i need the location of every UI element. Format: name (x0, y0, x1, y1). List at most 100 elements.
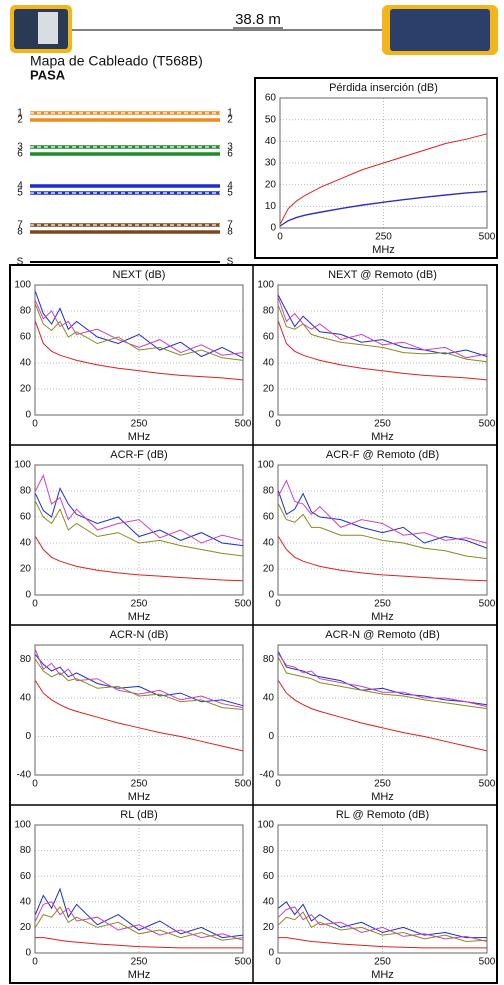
pin-label: S (227, 257, 234, 268)
plot-frame (277, 464, 488, 596)
x-axis-label: MHz (371, 431, 394, 443)
x-axis-label: MHz (371, 969, 394, 981)
y-tick-label: 40 (263, 896, 275, 907)
series-line (34, 300, 244, 356)
y-tick-label: 40 (263, 693, 275, 704)
x-tick-label: 500 (235, 599, 252, 610)
y-tick-label: 20 (20, 922, 32, 933)
series-line (277, 653, 488, 708)
y-tick-label: 40 (20, 693, 32, 704)
pin-label: 4 (17, 181, 23, 192)
pin-label: 8 (17, 227, 23, 238)
pin-label: 3 (17, 142, 23, 153)
y-tick-label: 100 (257, 820, 274, 831)
x-tick-label: 500 (479, 599, 496, 610)
y-tick-label: 80 (263, 654, 275, 665)
chart-title: ACR-F @ Remoto (dB) (326, 449, 439, 461)
y-tick-label: 100 (257, 460, 274, 471)
chart-title: ACR-F (dB) (110, 449, 167, 461)
cable-length: 38.8 m (235, 11, 281, 28)
series-line (278, 911, 488, 943)
x-tick-label: 0 (32, 419, 38, 430)
y-tick-label: 100 (14, 460, 31, 471)
y-tick-label: 60 (263, 332, 275, 343)
y-tick-label: 40 (20, 896, 32, 907)
y-tick-label: 0 (25, 948, 31, 959)
x-tick-label: 250 (374, 419, 391, 430)
plot-frame (34, 284, 244, 416)
series-line (34, 474, 244, 544)
x-tick-label: 250 (131, 779, 148, 790)
il-frame (254, 77, 498, 259)
pin-label: S (17, 257, 24, 268)
y-tick-label: 20 (265, 179, 277, 190)
chart-title: RL (dB) (120, 809, 158, 821)
y-tick-label: 100 (14, 820, 31, 831)
series-line (34, 659, 244, 710)
pin-label: 1 (17, 108, 23, 119)
x-tick-label: 500 (479, 419, 496, 430)
series-line (279, 133, 488, 224)
series-line (35, 654, 244, 707)
pin-label: 8 (227, 227, 233, 238)
chart-title: NEXT @ Remoto (dB) (328, 269, 437, 281)
device-right (382, 5, 498, 55)
x-tick-label: 500 (479, 779, 496, 790)
pin-label: 2 (227, 115, 233, 126)
x-tick-label: 250 (374, 779, 391, 790)
x-axis-label: MHz (128, 791, 151, 803)
x-tick-label: 0 (275, 419, 281, 430)
x-tick-label: 500 (479, 232, 496, 243)
wiremap-status: PASA (30, 67, 66, 82)
y-tick-label: 80 (263, 306, 275, 317)
x-tick-label: 250 (374, 599, 391, 610)
y-tick-label: 60 (263, 871, 275, 882)
pin-label: 7 (227, 220, 233, 231)
series-line (35, 937, 243, 949)
series-line (280, 191, 488, 227)
series-line (34, 887, 244, 939)
wiremap-title: Mapa de Cableado (T568B) (30, 53, 203, 69)
x-tick-label: 0 (275, 957, 281, 968)
x-tick-label: 250 (131, 957, 148, 968)
x-tick-label: 500 (235, 957, 252, 968)
y-tick-label: 100 (257, 280, 274, 291)
chart-title: NEXT (dB) (113, 269, 166, 281)
series-line (277, 657, 488, 710)
series-line (34, 680, 244, 752)
y-tick-label: 60 (263, 512, 275, 523)
series-line (34, 321, 244, 381)
chart-title: RL @ Remoto (dB) (336, 809, 429, 821)
y-tick-label: 20 (263, 922, 275, 933)
x-tick-label: 250 (375, 232, 392, 243)
y-tick-label: 40 (265, 136, 277, 147)
plot-frame (34, 464, 244, 596)
y-tick-label: 0 (268, 731, 274, 742)
y-tick-label: 100 (14, 280, 31, 291)
x-tick-label: 0 (32, 957, 38, 968)
x-axis-label: MHz (128, 611, 151, 623)
y-tick-label: 20 (263, 384, 275, 395)
pin-label: 5 (227, 188, 233, 199)
y-tick-label: 60 (20, 512, 32, 523)
series-line (34, 906, 244, 941)
plot-frame (34, 644, 244, 776)
y-tick-label: 20 (20, 564, 32, 575)
x-tick-label: 250 (374, 957, 391, 968)
x-axis-label: MHz (372, 244, 395, 256)
series-line (278, 937, 487, 949)
chart-title: Pérdida inserción (dB) (329, 82, 438, 94)
y-tick-label: 0 (25, 731, 31, 742)
x-tick-label: 0 (277, 232, 283, 243)
pin-label: 7 (17, 220, 23, 231)
x-tick-label: 250 (131, 419, 148, 430)
y-tick-label: 40 (20, 538, 32, 549)
y-tick-label: -40 (17, 770, 32, 781)
series-line (277, 321, 488, 381)
chart-title: ACR-N @ Remoto (dB) (325, 629, 439, 641)
y-tick-label: 20 (263, 564, 275, 575)
plot-frame (277, 644, 488, 776)
x-tick-label: 500 (235, 779, 252, 790)
y-tick-label: 50 (265, 114, 277, 125)
series-line (277, 305, 488, 363)
